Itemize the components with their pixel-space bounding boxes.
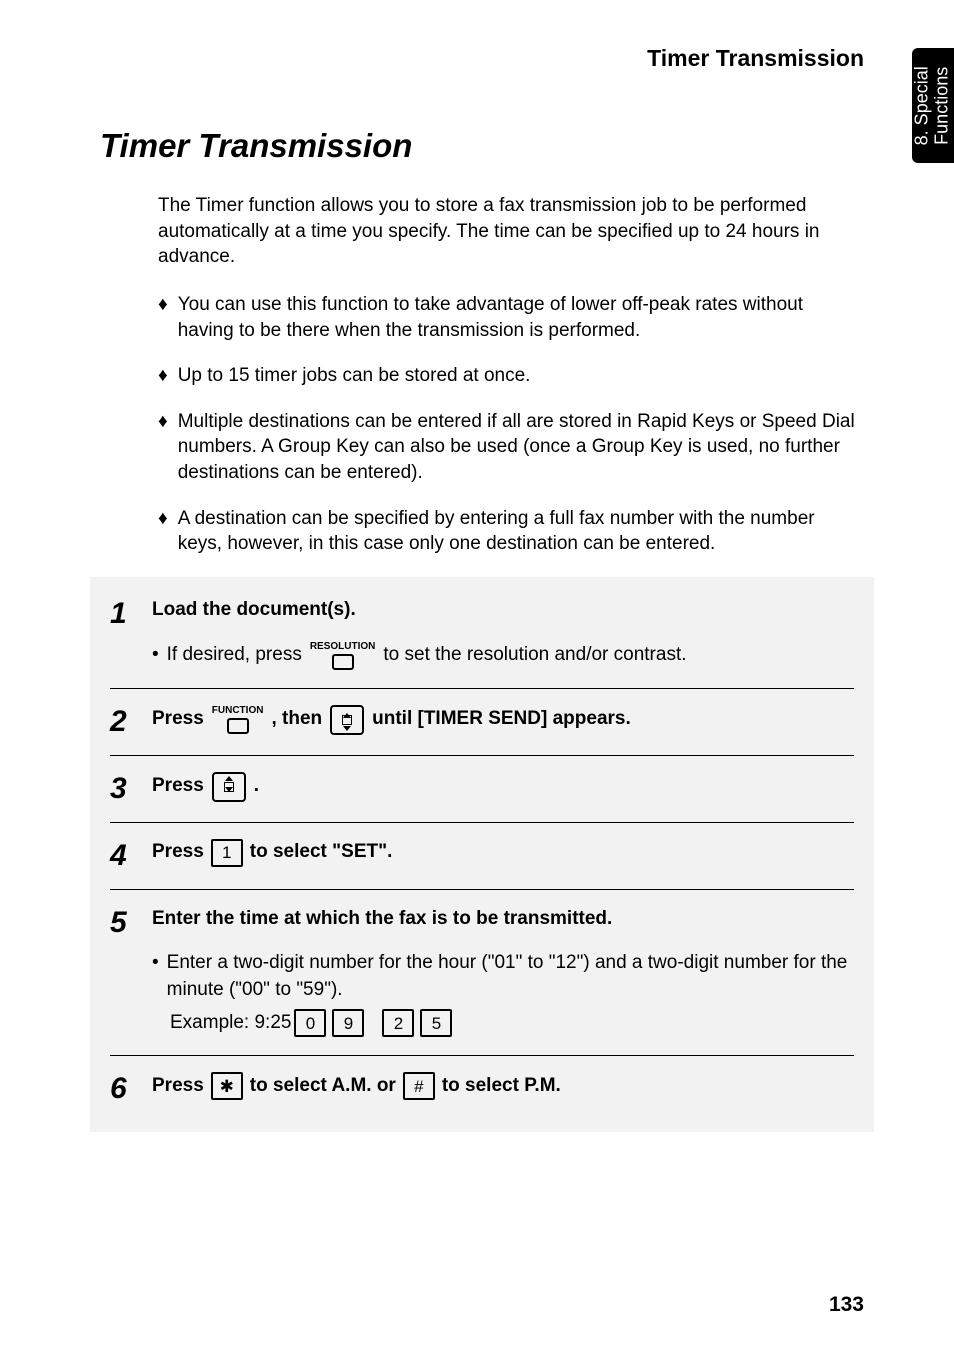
resolution-label: RESOLUTION bbox=[310, 642, 376, 652]
key-9-button: 9 bbox=[332, 1009, 364, 1037]
bullet-text: Multiple destinations can be entered if … bbox=[178, 409, 864, 486]
then-label: , then bbox=[271, 706, 322, 733]
nav-left-button-icon bbox=[330, 705, 364, 735]
step-content: Press . bbox=[152, 772, 854, 802]
example-row: Example: 9:25 0 9 2 5 bbox=[170, 1009, 854, 1037]
bullet-text: Up to 15 timer jobs can be stored at onc… bbox=[178, 363, 531, 389]
step-number: 1 bbox=[110, 599, 152, 629]
step-content: Load the document(s). • If desired, pres… bbox=[152, 597, 854, 670]
step-sub: • Enter a two-digit number for the hour … bbox=[152, 950, 854, 1037]
step-number: 6 bbox=[110, 1074, 152, 1104]
step-content: Press ✱ to select A.M. or # to select P.… bbox=[152, 1072, 854, 1100]
page-header: Timer Transmission bbox=[100, 45, 864, 72]
bullet-list: ♦ You can use this function to take adva… bbox=[158, 292, 864, 557]
step-main-text: Enter the time at which the fax is to be… bbox=[152, 906, 854, 933]
until-label: until [TIMER SEND] appears. bbox=[372, 706, 631, 733]
step-main-text: Press ✱ to select A.M. or # to select P.… bbox=[152, 1072, 854, 1100]
example-label: Example: 9:25 bbox=[170, 1010, 291, 1037]
step-2: 2 Press FUNCTION , then until [TIMER SEN… bbox=[110, 688, 854, 755]
diamond-icon: ♦ bbox=[158, 363, 168, 389]
press-label: Press bbox=[152, 706, 204, 733]
bullet-item: ♦ Up to 15 timer jobs can be stored at o… bbox=[158, 363, 864, 389]
period: . bbox=[254, 773, 259, 800]
diamond-icon: ♦ bbox=[158, 506, 168, 557]
page-container: Timer Transmission Timer Transmission Th… bbox=[0, 0, 954, 1177]
key-star-button: ✱ bbox=[211, 1072, 243, 1100]
bullet-item: ♦ Multiple destinations can be entered i… bbox=[158, 409, 864, 486]
step-6: 6 Press ✱ to select A.M. or # to select … bbox=[110, 1055, 854, 1122]
bullet-text: A destination can be specified by enteri… bbox=[178, 506, 864, 557]
step-main-text: Press . bbox=[152, 772, 854, 802]
diamond-icon: ♦ bbox=[158, 292, 168, 343]
press-label: Press bbox=[152, 839, 204, 866]
bullet-item: ♦ A destination can be specified by ente… bbox=[158, 506, 864, 557]
diamond-icon: ♦ bbox=[158, 409, 168, 486]
suffix-label: to select "SET". bbox=[250, 839, 393, 866]
key-0-button: 0 bbox=[294, 1009, 326, 1037]
function-label: FUNCTION bbox=[212, 706, 264, 716]
step-sub-suffix: to set the resolution and/or contrast. bbox=[383, 642, 686, 669]
press-label: Press bbox=[152, 773, 204, 800]
step-number: 5 bbox=[110, 908, 152, 938]
bullet-dot-icon: • bbox=[152, 950, 159, 1003]
main-title: Timer Transmission bbox=[100, 127, 864, 165]
button-icon bbox=[332, 654, 354, 670]
key-hash-button: # bbox=[403, 1072, 435, 1100]
nav-center-icon bbox=[224, 782, 234, 792]
step-3: 3 Press . bbox=[110, 755, 854, 822]
step-4: 4 Press 1 to select "SET". bbox=[110, 822, 854, 889]
step-sub: • If desired, press RESOLUTION to set th… bbox=[152, 642, 854, 670]
nav-right-button-icon bbox=[212, 772, 246, 802]
function-button: FUNCTION bbox=[212, 706, 264, 734]
bullet-dot-icon: • bbox=[152, 642, 159, 669]
step-content: Enter the time at which the fax is to be… bbox=[152, 906, 854, 1038]
button-icon bbox=[227, 718, 249, 734]
step-sub-prefix: If desired, press bbox=[167, 642, 302, 669]
step-content: Press FUNCTION , then until [TIMER SEND]… bbox=[152, 705, 854, 735]
step-sub-text: Enter a two-digit number for the hour ("… bbox=[167, 950, 854, 1003]
bullet-text: You can use this function to take advant… bbox=[178, 292, 864, 343]
page-number: 133 bbox=[829, 1293, 864, 1317]
resolution-button: RESOLUTION bbox=[310, 642, 376, 670]
header-title: Timer Transmission bbox=[100, 45, 864, 72]
intro-paragraph: The Timer function allows you to store a… bbox=[158, 193, 864, 270]
steps-container: 1 Load the document(s). • If desired, pr… bbox=[90, 577, 874, 1132]
step-content: Press 1 to select "SET". bbox=[152, 839, 854, 867]
step-main-text: Press 1 to select "SET". bbox=[152, 839, 854, 867]
step-1: 1 Load the document(s). • If desired, pr… bbox=[110, 595, 854, 688]
suffix-label: to select P.M. bbox=[442, 1073, 561, 1100]
bullet-item: ♦ You can use this function to take adva… bbox=[158, 292, 864, 343]
key-2-button: 2 bbox=[382, 1009, 414, 1037]
step-number: 2 bbox=[110, 707, 152, 737]
step-number: 4 bbox=[110, 841, 152, 871]
mid-label: to select A.M. or bbox=[250, 1073, 396, 1100]
step-main-text: Load the document(s). bbox=[152, 597, 854, 624]
step-5: 5 Enter the time at which the fax is to … bbox=[110, 889, 854, 1056]
press-label: Press bbox=[152, 1073, 204, 1100]
nav-center-icon bbox=[342, 715, 352, 725]
step-number: 3 bbox=[110, 774, 152, 804]
step-main-text: Press FUNCTION , then until [TIMER SEND]… bbox=[152, 705, 854, 735]
key-1-button: 1 bbox=[211, 839, 243, 867]
key-5-button: 5 bbox=[420, 1009, 452, 1037]
